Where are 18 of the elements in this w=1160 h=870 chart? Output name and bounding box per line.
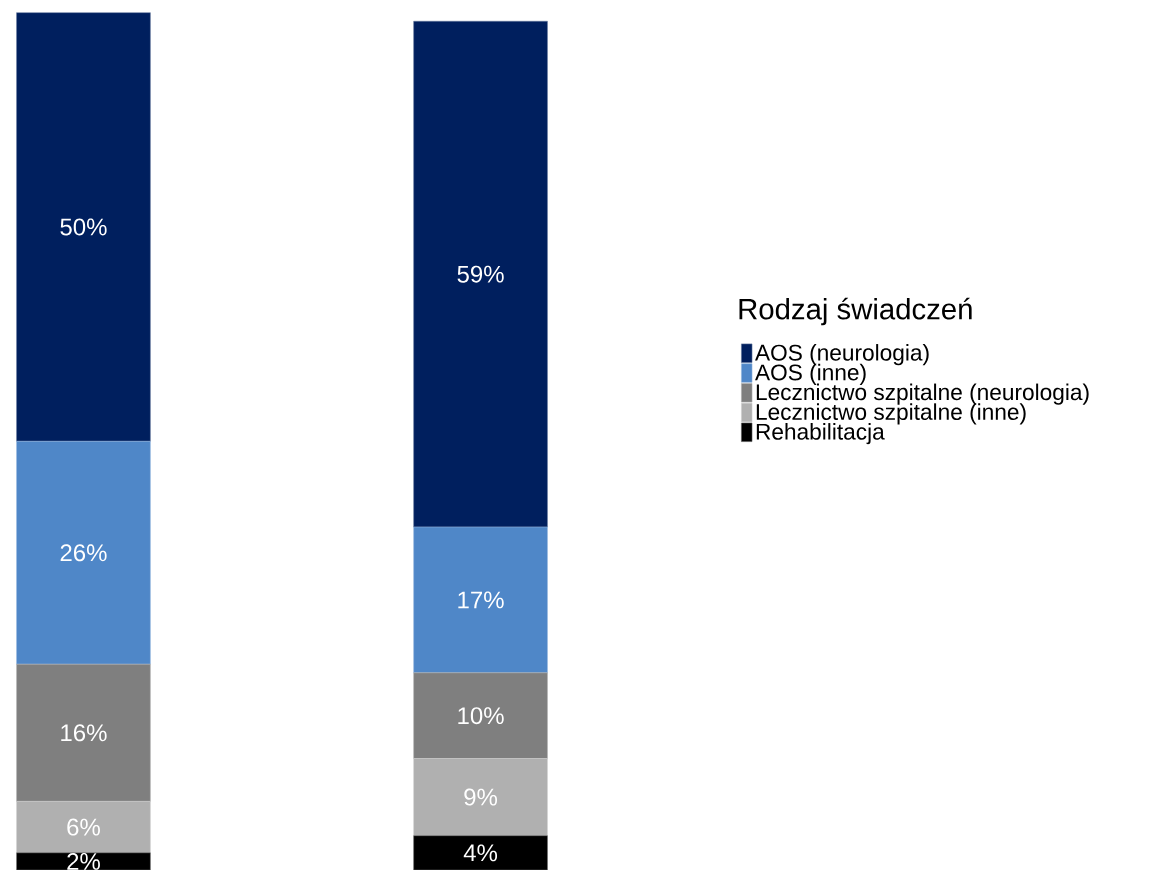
data-label: 6% [67,818,100,836]
bar [413,20,548,528]
legend-label: Rehabilitacja [756,423,885,445]
data-label: 10% [458,707,504,725]
data-label: 4% [463,844,498,862]
bar [413,835,548,870]
data-label: 2% [67,852,100,870]
legend-title: Rodzaj świadczeń [739,297,972,326]
data-label: 16% [61,724,107,742]
data-label: 17% [458,591,504,609]
data-label: 26% [60,544,107,562]
data-label: 50% [60,218,107,236]
bar [16,852,151,870]
data-label: 59% [457,265,504,283]
data-label: 9% [464,788,498,806]
bar [16,441,151,665]
bar [413,526,548,674]
bar [16,12,151,442]
